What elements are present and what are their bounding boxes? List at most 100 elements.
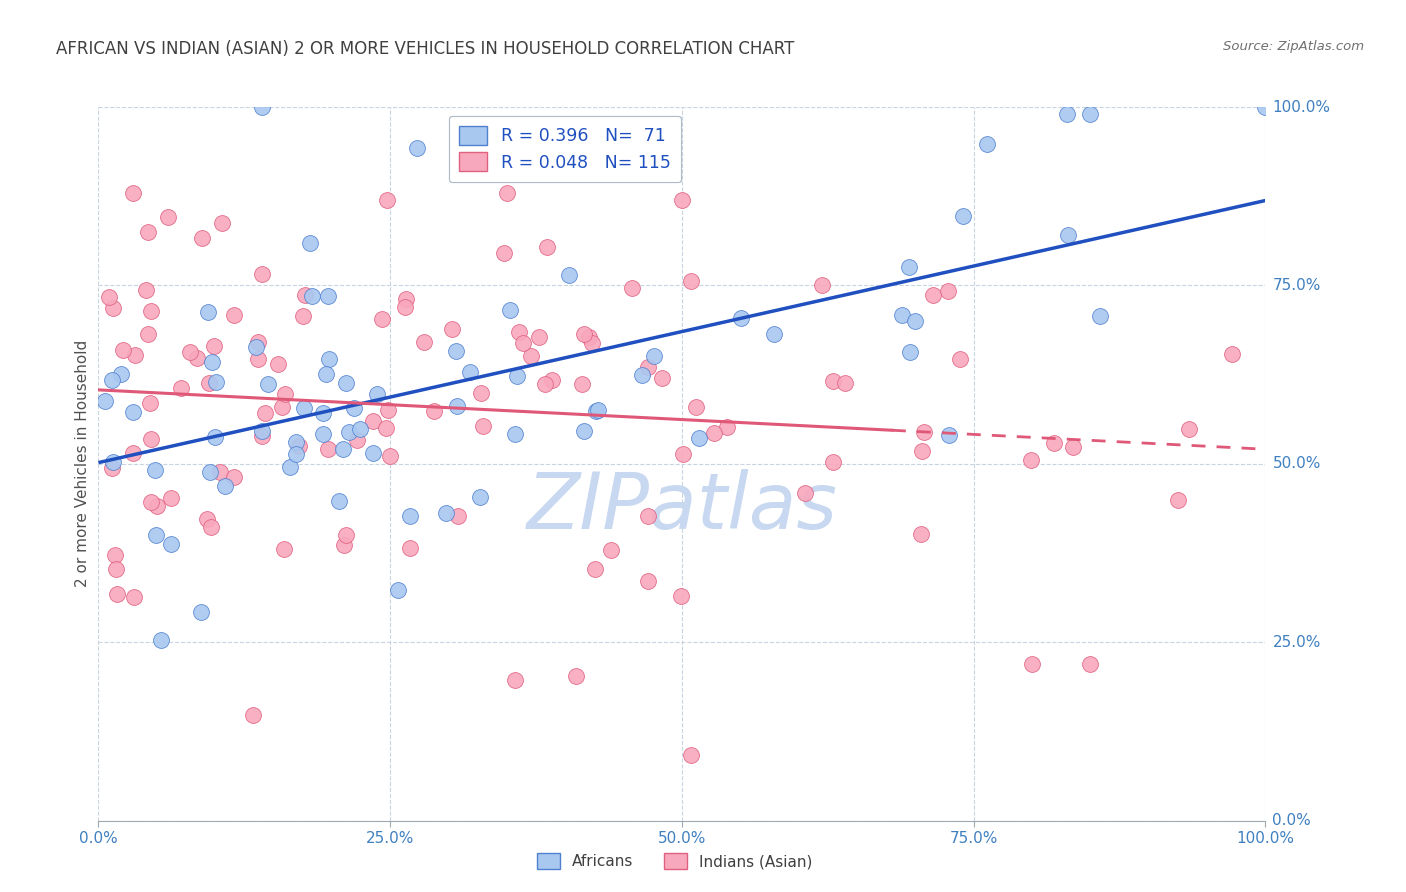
Point	[703, 426, 725, 441]
Point	[198, 376, 221, 391]
Point	[446, 399, 468, 413]
Point	[468, 490, 491, 504]
Point	[285, 435, 308, 450]
Point	[399, 541, 422, 555]
Point	[139, 395, 162, 409]
Point	[343, 401, 366, 415]
Point	[335, 376, 357, 391]
Point	[910, 526, 932, 541]
Point	[273, 542, 295, 557]
Point	[122, 405, 145, 419]
Point	[891, 308, 914, 322]
Point	[503, 426, 526, 441]
Point	[730, 311, 752, 326]
Text: 100.0%: 100.0%	[1272, 100, 1330, 114]
Point	[122, 445, 145, 459]
Point	[503, 673, 526, 687]
Point	[1088, 309, 1111, 323]
Point	[685, 401, 707, 415]
Point	[146, 500, 169, 514]
Point	[1056, 107, 1078, 121]
Point	[122, 186, 145, 200]
Point	[938, 428, 960, 442]
Point	[205, 376, 228, 390]
Point	[208, 465, 231, 479]
Legend: Africans, Indians (Asian): Africans, Indians (Asian)	[531, 847, 818, 875]
Point	[101, 461, 124, 475]
Point	[395, 293, 418, 307]
Point	[637, 509, 659, 524]
Point	[349, 422, 371, 436]
Point	[520, 349, 543, 363]
Point	[211, 216, 233, 230]
Point	[949, 352, 972, 367]
Point	[681, 748, 703, 763]
Point	[288, 439, 311, 453]
Point	[581, 336, 603, 351]
Point	[631, 368, 654, 382]
Point	[179, 344, 201, 359]
Point	[271, 401, 294, 415]
Point	[1080, 107, 1102, 121]
Point	[651, 371, 673, 385]
Point	[246, 351, 269, 366]
Point	[284, 447, 307, 461]
Point	[278, 460, 301, 475]
Point	[110, 367, 132, 381]
Point	[527, 330, 550, 344]
Point	[936, 284, 959, 298]
Point	[375, 194, 398, 208]
Point	[1167, 492, 1189, 507]
Point	[197, 305, 219, 319]
Point	[242, 707, 264, 722]
Point	[586, 403, 609, 417]
Y-axis label: 2 or more Vehicles in Household: 2 or more Vehicles in Household	[75, 340, 90, 588]
Point	[472, 419, 495, 434]
Point	[294, 288, 316, 302]
Point	[534, 376, 557, 391]
Point	[578, 330, 600, 344]
Point	[299, 236, 322, 251]
Text: 50.0%: 50.0%	[1272, 457, 1320, 471]
Point	[643, 349, 665, 363]
Point	[136, 225, 159, 239]
Point	[900, 345, 922, 359]
Point	[571, 377, 593, 392]
Point	[254, 405, 277, 419]
Point	[585, 404, 607, 418]
Point	[716, 420, 738, 434]
Point	[637, 359, 659, 374]
Point	[912, 425, 935, 439]
Point	[1057, 227, 1080, 242]
Point	[794, 485, 817, 500]
Point	[143, 463, 166, 477]
Point	[688, 431, 710, 445]
Point	[301, 288, 323, 302]
Point	[763, 327, 786, 342]
Point	[312, 426, 335, 441]
Point	[387, 582, 409, 597]
Point	[897, 260, 920, 274]
Point	[440, 322, 463, 336]
Point	[160, 491, 183, 506]
Point	[156, 210, 179, 224]
Point	[135, 283, 157, 297]
Point	[671, 193, 693, 207]
Point	[399, 508, 422, 523]
Point	[558, 268, 581, 282]
Point	[583, 561, 606, 575]
Point	[190, 605, 212, 619]
Point	[292, 309, 315, 323]
Point	[681, 274, 703, 288]
Point	[246, 334, 269, 349]
Point	[447, 508, 470, 523]
Point	[250, 429, 273, 443]
Point	[198, 466, 221, 480]
Point	[257, 376, 280, 391]
Point	[139, 495, 162, 509]
Point	[245, 340, 267, 354]
Point	[370, 312, 392, 326]
Point	[252, 267, 274, 281]
Point	[201, 355, 224, 369]
Point	[200, 520, 222, 534]
